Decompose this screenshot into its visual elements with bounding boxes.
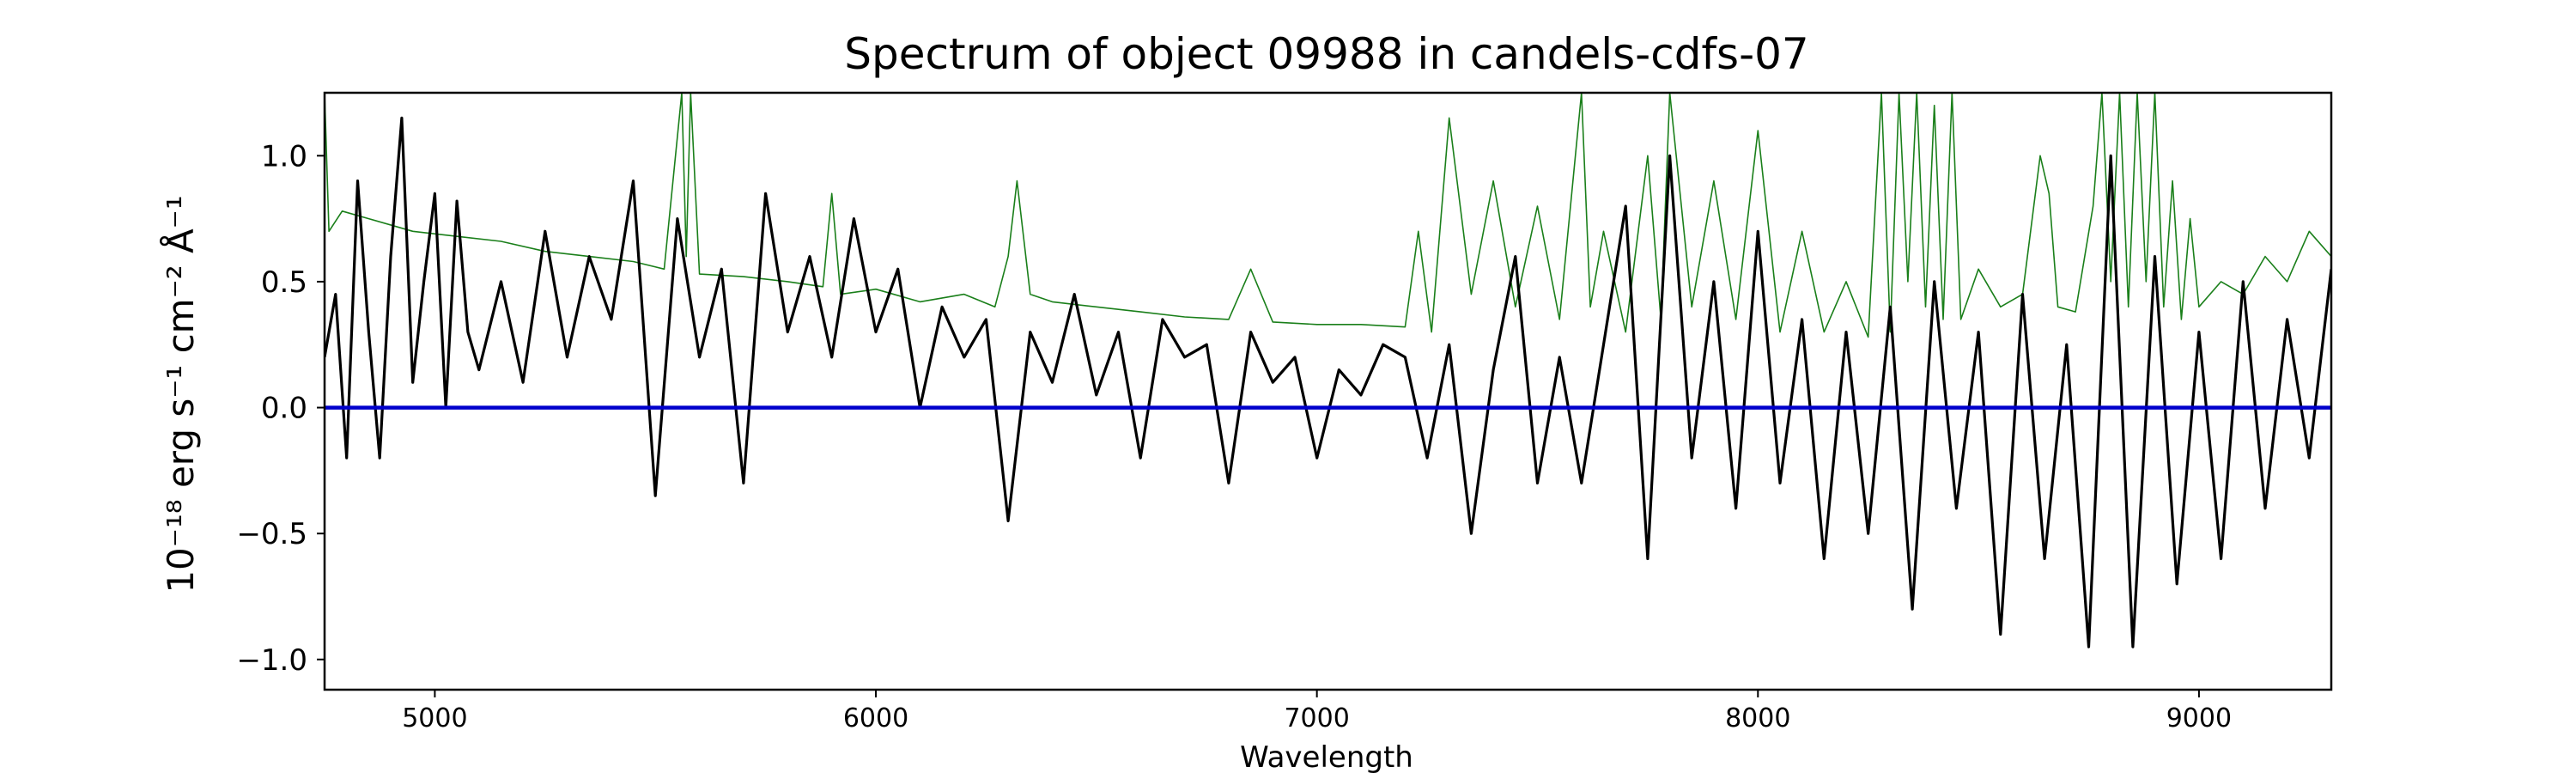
x-tick-label: 6000 bbox=[843, 703, 908, 733]
chart-title: Spectrum of object 09988 in candels-cdfs… bbox=[844, 29, 1809, 79]
plot-frame bbox=[323, 91, 2333, 691]
series-group bbox=[325, 93, 2331, 648]
y-tick-label: 1.0 bbox=[261, 139, 307, 173]
series-line-error bbox=[325, 93, 2331, 338]
y-axis-label: 10⁻¹⁸ erg s⁻¹ cm⁻² Å⁻¹ bbox=[159, 195, 202, 593]
plot-area: 5000 6000 7000 8000 9000 −1.0 −0.5 0.0 0.5 1.0 bbox=[236, 91, 2333, 733]
y-tick-label: 0.5 bbox=[261, 265, 307, 300]
x-tick-label: 9000 bbox=[2166, 703, 2232, 733]
x-tick-label: 8000 bbox=[1725, 703, 1790, 733]
series-line-flux bbox=[325, 116, 2331, 648]
x-tick-label: 7000 bbox=[1284, 703, 1349, 733]
y-tick-label: 0.0 bbox=[261, 392, 307, 426]
x-axis-label: Wavelength bbox=[1240, 740, 1413, 773]
x-tick-label: 5000 bbox=[402, 703, 467, 733]
y-tick-label: −1.0 bbox=[236, 643, 307, 678]
y-tick-label: −0.5 bbox=[236, 517, 307, 551]
